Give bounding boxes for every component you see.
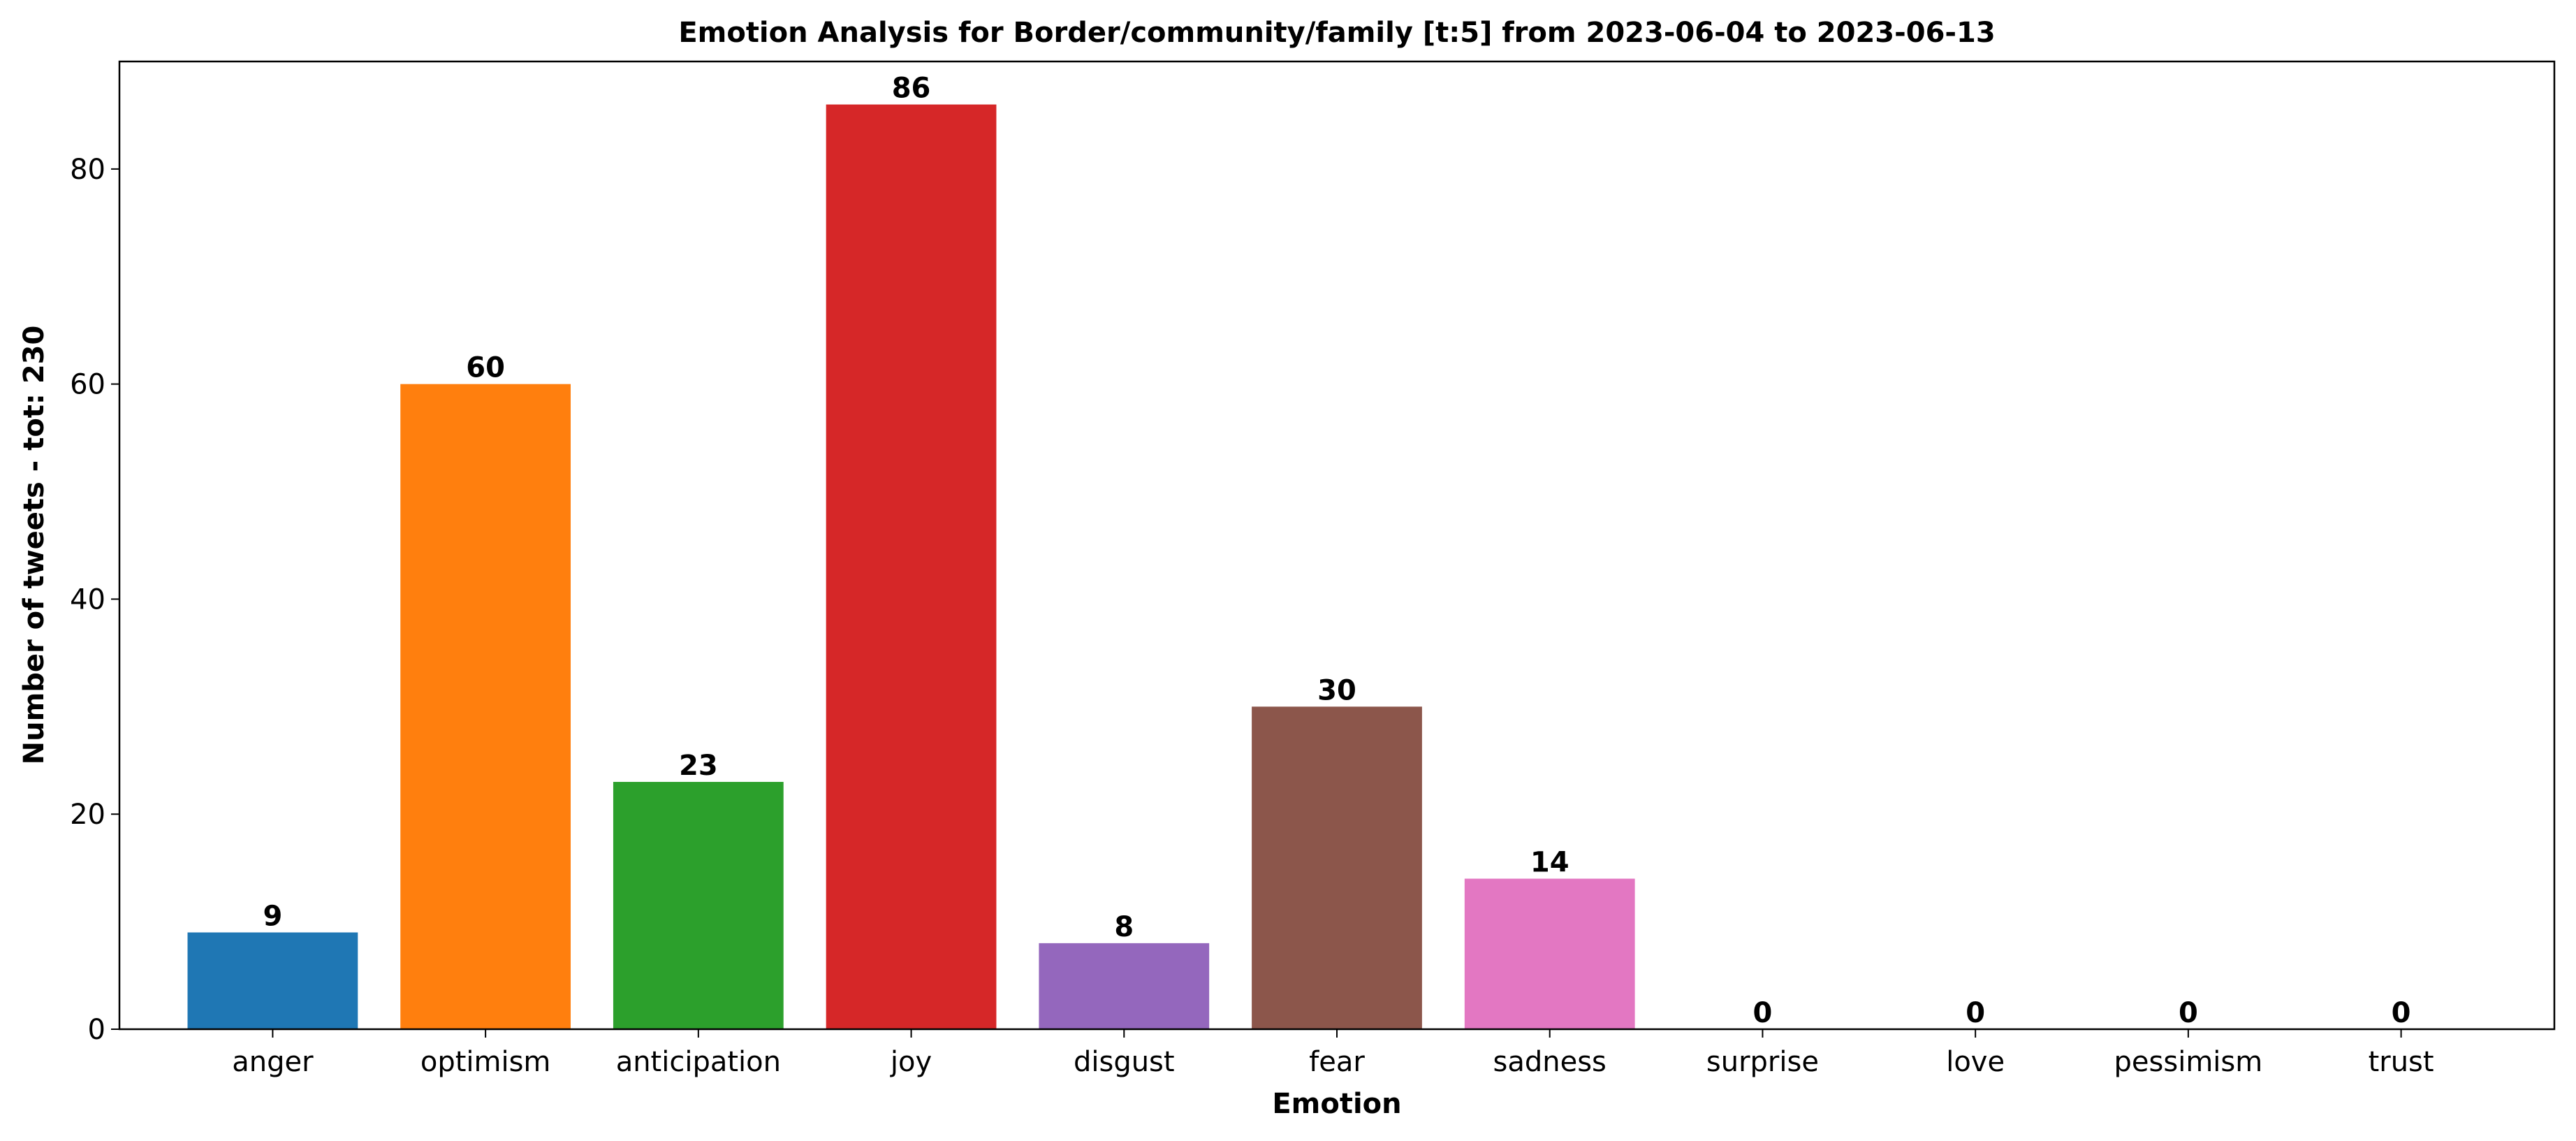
- x-tick-label-love: love: [1946, 1046, 2005, 1078]
- x-tick-label-fear: fear: [1309, 1046, 1365, 1078]
- axes-frame: [118, 60, 2556, 1031]
- y-tick-label-80: 80: [70, 154, 105, 186]
- bar-sadness: [1464, 878, 1635, 1029]
- data-label-fear: 30: [1317, 674, 1356, 706]
- data-label-disgust: 8: [1114, 911, 1134, 943]
- plot-area: 9 anger 60 optimism 23 anticipation 86 joy 8 disg…: [70, 60, 2556, 1078]
- bar-disgust: [1039, 943, 1210, 1029]
- data-label-optimism: 60: [466, 352, 505, 384]
- y-tick-label-20: 20: [70, 799, 105, 831]
- y-tick-label-40: 40: [70, 583, 105, 616]
- bar-anger: [187, 932, 358, 1029]
- x-tick-label-pessimism: pessimism: [2114, 1046, 2263, 1078]
- x-tick-label-disgust: disgust: [1074, 1046, 1175, 1078]
- y-tick-label-60: 60: [70, 369, 105, 401]
- bar-joy: [826, 104, 997, 1030]
- x-axis-label: Emotion: [1272, 1088, 1401, 1120]
- x-tick-label-anticipation: anticipation: [616, 1046, 781, 1078]
- data-label-sadness: 14: [1530, 847, 1569, 879]
- x-tick-label-sadness: sadness: [1493, 1046, 1607, 1078]
- bar-anticipation: [613, 782, 784, 1029]
- bar-fear: [1252, 706, 1422, 1029]
- data-label-pessimism: 0: [2179, 997, 2198, 1029]
- y-axis-label: Number of tweets - tot: 230: [18, 326, 50, 765]
- x-tick-label-trust: trust: [2369, 1046, 2434, 1078]
- x-tick-label-anger: anger: [232, 1046, 314, 1078]
- chart-title: Emotion Analysis for Border/community/fa…: [678, 17, 1995, 49]
- x-tick-label-optimism: optimism: [420, 1046, 551, 1078]
- bar-optimism: [400, 384, 571, 1029]
- x-tick-label-surprise: surprise: [1706, 1046, 1819, 1078]
- data-label-love: 0: [1966, 997, 1985, 1029]
- x-tick-label-joy: joy: [890, 1046, 932, 1078]
- data-label-anger: 9: [263, 901, 282, 933]
- data-label-anticipation: 23: [679, 750, 718, 782]
- data-label-surprise: 0: [1753, 997, 1773, 1029]
- data-label-joy: 86: [892, 73, 931, 105]
- y-tick-label-0: 0: [88, 1014, 105, 1046]
- data-label-trust: 0: [2392, 997, 2411, 1029]
